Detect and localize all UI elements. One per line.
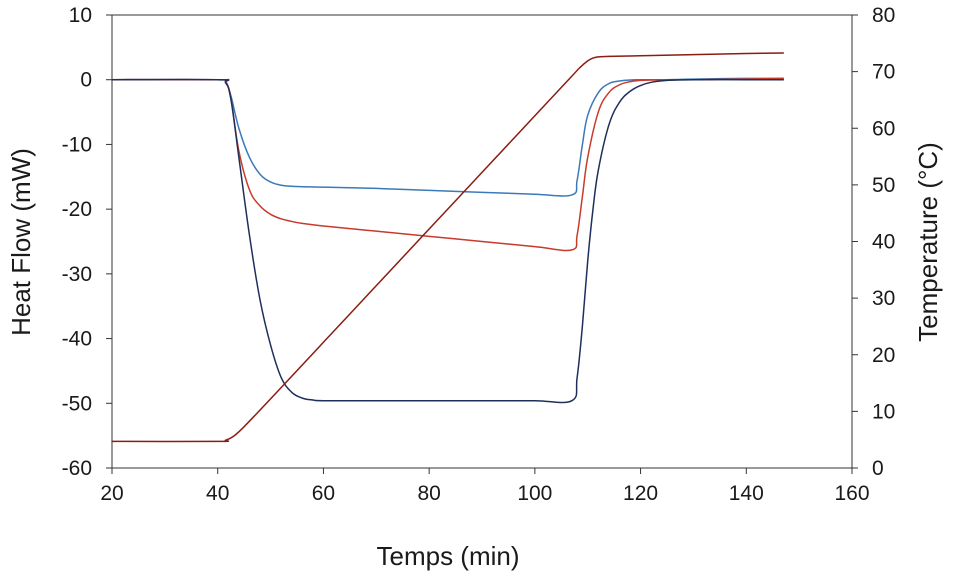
x-tick-label: 140 bbox=[729, 482, 764, 505]
x-tick-label: 100 bbox=[517, 482, 552, 505]
x-tick-label: 160 bbox=[834, 482, 869, 505]
series-layer bbox=[111, 52, 785, 443]
y-axis-left-title: Heat Flow (mW) bbox=[6, 148, 36, 336]
y2-tick-label: 10 bbox=[872, 400, 895, 423]
y-axis-right-ticks: 80 70 60 50 40 30 20 10 0 bbox=[852, 4, 895, 480]
y-tick-label: -40 bbox=[62, 328, 92, 351]
x-tick-label: 80 bbox=[417, 482, 440, 505]
x-axis-ticks: 20 40 60 80 100 120 140 160 bbox=[100, 468, 870, 505]
y-tick-label: 0 bbox=[80, 69, 92, 92]
y2-tick-label: 0 bbox=[872, 457, 884, 480]
y-tick-label: -20 bbox=[62, 198, 92, 221]
x-tick-label: 20 bbox=[100, 482, 123, 505]
y2-tick-label: 30 bbox=[872, 287, 895, 310]
x-tick-label: 120 bbox=[623, 482, 658, 505]
y2-tick-label: 80 bbox=[872, 4, 895, 27]
y2-tick-label: 40 bbox=[872, 231, 895, 254]
series-line-2 bbox=[111, 77, 785, 252]
x-tick-label: 60 bbox=[312, 482, 335, 505]
y-tick-label: -30 bbox=[62, 263, 92, 286]
y-axis-right-title: Temperature (°C) bbox=[913, 142, 943, 342]
y-tick-label: -50 bbox=[62, 392, 92, 415]
y2-tick-label: 20 bbox=[872, 344, 895, 367]
y-tick-label: -10 bbox=[62, 133, 92, 156]
y-axis-left-ticks: 10 0 -10 -20 -30 -40 -50 -60 bbox=[62, 4, 112, 480]
series-line-4 bbox=[111, 52, 785, 443]
y2-tick-label: 70 bbox=[872, 61, 895, 84]
y2-tick-label: 50 bbox=[872, 174, 895, 197]
x-axis-title: Temps (min) bbox=[376, 541, 519, 571]
series-line-1 bbox=[111, 77, 785, 197]
series-line-3 bbox=[111, 78, 785, 404]
y2-tick-label: 60 bbox=[872, 117, 895, 140]
x-tick-label: 40 bbox=[206, 482, 229, 505]
y-tick-label: -60 bbox=[62, 457, 92, 480]
y-tick-label: 10 bbox=[69, 4, 92, 27]
